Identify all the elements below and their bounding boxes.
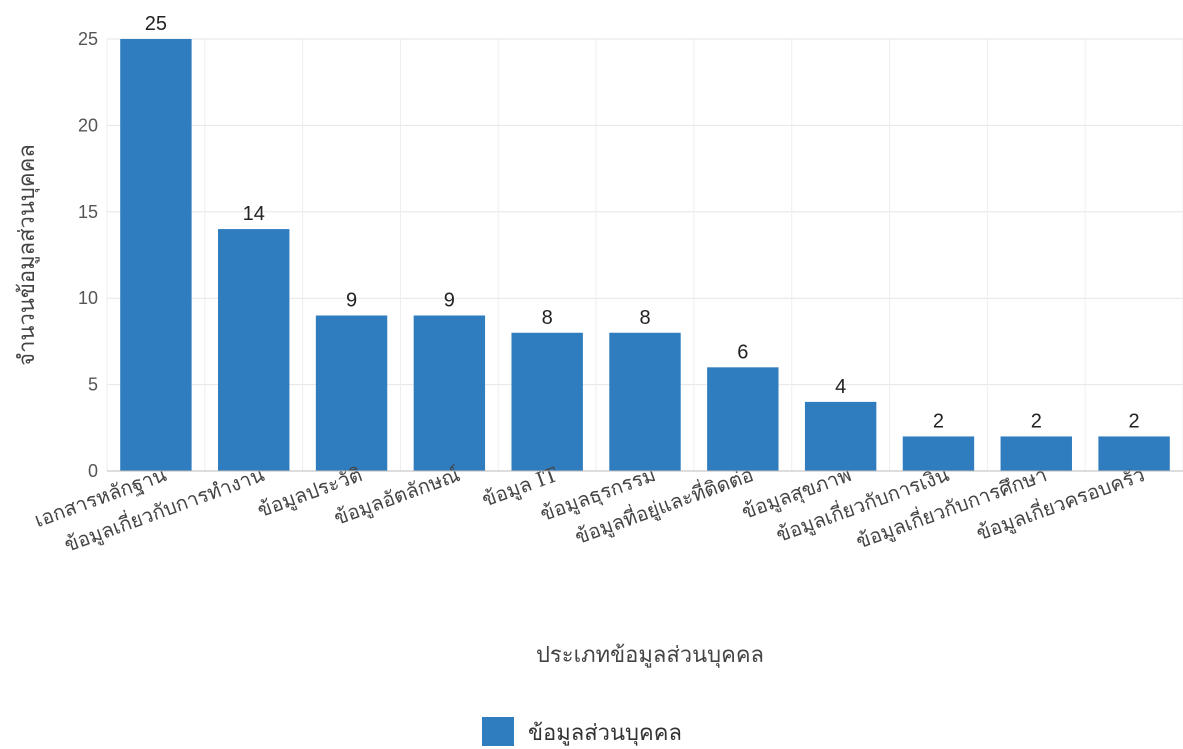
bar[interactable] xyxy=(707,367,779,471)
data-label: 8 xyxy=(542,307,553,329)
bar[interactable] xyxy=(1000,436,1072,471)
x-axis-title: ประเภทข้อมูลส่วนบุคคล xyxy=(536,643,764,668)
data-label: 14 xyxy=(243,203,265,225)
y-tick-label: 5 xyxy=(88,375,98,395)
y-tick-label: 15 xyxy=(78,202,98,222)
y-tick-label: 25 xyxy=(78,29,98,49)
legend-swatch xyxy=(482,717,514,746)
legend[interactable]: ข้อมูลส่วนบุคคล xyxy=(482,717,682,746)
y-tick-label: 20 xyxy=(78,115,98,135)
data-label: 4 xyxy=(835,376,846,398)
y-tick-label: 10 xyxy=(78,288,98,308)
y-tick-label: 0 xyxy=(88,461,98,481)
bar[interactable] xyxy=(315,315,388,471)
bar[interactable] xyxy=(804,401,877,471)
data-label: 8 xyxy=(639,307,650,329)
bar[interactable] xyxy=(218,229,290,471)
data-label: 2 xyxy=(1129,410,1140,432)
x-axis-ticks: เอกสารหลักฐานข้อมูลเกี่ยวกับการทำงานข้อม… xyxy=(31,460,1148,558)
data-labels: 25 14 9 9 8 8 6 4 2 2 2 xyxy=(145,13,1140,432)
bars xyxy=(120,39,1170,471)
legend-label: ข้อมูลส่วนบุคคล xyxy=(528,721,682,746)
data-label: 6 xyxy=(737,341,748,363)
y-axis-ticks: 0 5 10 15 20 25 xyxy=(78,29,98,481)
data-label: 9 xyxy=(346,289,357,311)
data-label: 9 xyxy=(444,289,455,311)
data-label: 25 xyxy=(145,13,167,35)
bar[interactable] xyxy=(902,436,975,471)
data-label: 2 xyxy=(1031,410,1042,432)
bar[interactable] xyxy=(511,332,583,471)
bar[interactable] xyxy=(120,39,192,471)
bar[interactable] xyxy=(413,315,486,471)
bar[interactable] xyxy=(1098,436,1170,471)
y-axis-title: จำนวนข้อมูลส่วนบุคคล xyxy=(15,144,40,366)
data-label: 2 xyxy=(933,410,944,432)
bar[interactable] xyxy=(609,332,681,471)
